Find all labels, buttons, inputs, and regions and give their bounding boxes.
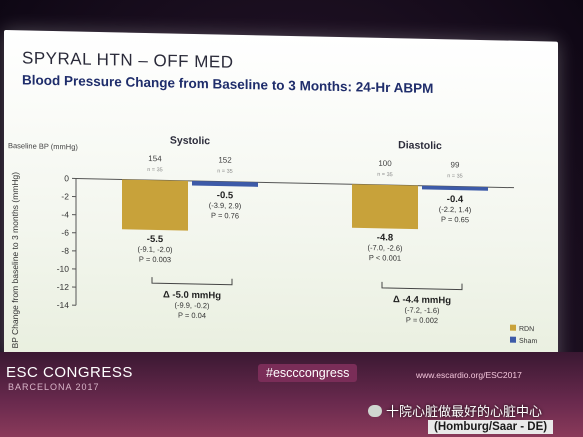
wechat-icon: [368, 405, 382, 417]
bar-ci-label: (-9.1, -2.0): [137, 245, 173, 255]
watermark-text: 十院心脏做最好的心脏中心: [386, 404, 543, 419]
bar-systolic-sham: [192, 180, 258, 187]
hashtag: #escccongress: [258, 364, 358, 382]
delta-ci-label: (-9.9, -0.2): [174, 301, 210, 311]
bar-value-label: -5.5: [147, 234, 164, 245]
y-tick-label: -10: [57, 264, 70, 274]
esc-brand: ESC CONGRESS: [6, 364, 133, 381]
bar-diastolic-rdn: [352, 184, 418, 230]
congress-url: www.escardio.org/ESC2017: [416, 370, 522, 380]
bar-diastolic-sham: [422, 185, 488, 191]
sample-size: n = 35: [217, 168, 232, 174]
baseline-value: 100: [378, 159, 392, 168]
delta-label: Δ -5.0 mmHg: [163, 289, 221, 301]
y-tick-label: -4: [61, 209, 69, 219]
baseline-value: 99: [451, 160, 460, 169]
y-tick-label: -6: [61, 228, 69, 238]
group-title-diastolic: Diastolic: [398, 139, 442, 152]
bar-value-label: -4.8: [377, 232, 393, 243]
legend-label-rdn: RDN: [519, 326, 534, 333]
bar-p-label: P < 0.001: [369, 253, 401, 263]
y-tick-label: -8: [61, 246, 69, 256]
sample-size: n = 35: [447, 173, 462, 179]
congress-footer: ESC CONGRESS BARCELONA 2017 #escccongres…: [0, 352, 583, 437]
y-axis-label: BP Change from baseline to 3 months (mmH…: [10, 172, 20, 349]
bar-ci-label: (-2.2, 1.4): [439, 205, 472, 215]
bar-p-label: P = 0.003: [139, 255, 171, 265]
sample-size: n = 35: [147, 167, 162, 173]
bar-p-label: P = 0.65: [441, 215, 469, 225]
bar-ci-label: (-3.9, 2.9): [209, 201, 242, 211]
legend-swatch-rdn: [510, 324, 516, 331]
bar-p-label: P = 0.76: [211, 211, 239, 221]
y-tick-label: 0: [64, 173, 69, 183]
location-tag: (Homburg/Saar - DE): [428, 420, 554, 434]
bar-ci-label: (-7.0, -2.6): [367, 243, 403, 253]
delta-p-label: P = 0.002: [406, 315, 438, 325]
presentation-slide: SPYRAL HTN – OFF MED Blood Pressure Chan…: [4, 30, 558, 368]
baseline-value: 154: [148, 154, 162, 163]
delta-p-label: P = 0.04: [178, 311, 206, 321]
delta-bracket: [381, 281, 463, 291]
legend-label-sham: Sham: [519, 338, 537, 345]
delta-label: Δ -4.4 mmHg: [393, 294, 451, 306]
bar-value-label: -0.5: [217, 190, 234, 201]
baseline-value: 152: [218, 155, 232, 164]
sample-size: n = 35: [377, 172, 392, 178]
bar-value-label: -0.4: [447, 194, 464, 205]
baseline-bp-label: Baseline BP (mmHg): [8, 141, 78, 151]
y-tick-label: -14: [57, 300, 70, 310]
delta-bracket: [151, 277, 233, 286]
y-tick-label: -12: [57, 282, 70, 292]
bar-systolic-rdn: [122, 179, 188, 231]
watermark: 十院心脏做最好的心脏中心: [368, 401, 542, 420]
y-tick-label: -2: [61, 191, 69, 201]
group-title-systolic: Systolic: [170, 134, 210, 147]
esc-city: BARCELONA 2017: [8, 382, 100, 392]
bp-change-chart: BP Change from baseline to 3 months (mmH…: [8, 134, 537, 349]
legend-swatch-sham: [510, 336, 516, 343]
delta-ci-label: (-7.2, -1.6): [404, 305, 440, 315]
